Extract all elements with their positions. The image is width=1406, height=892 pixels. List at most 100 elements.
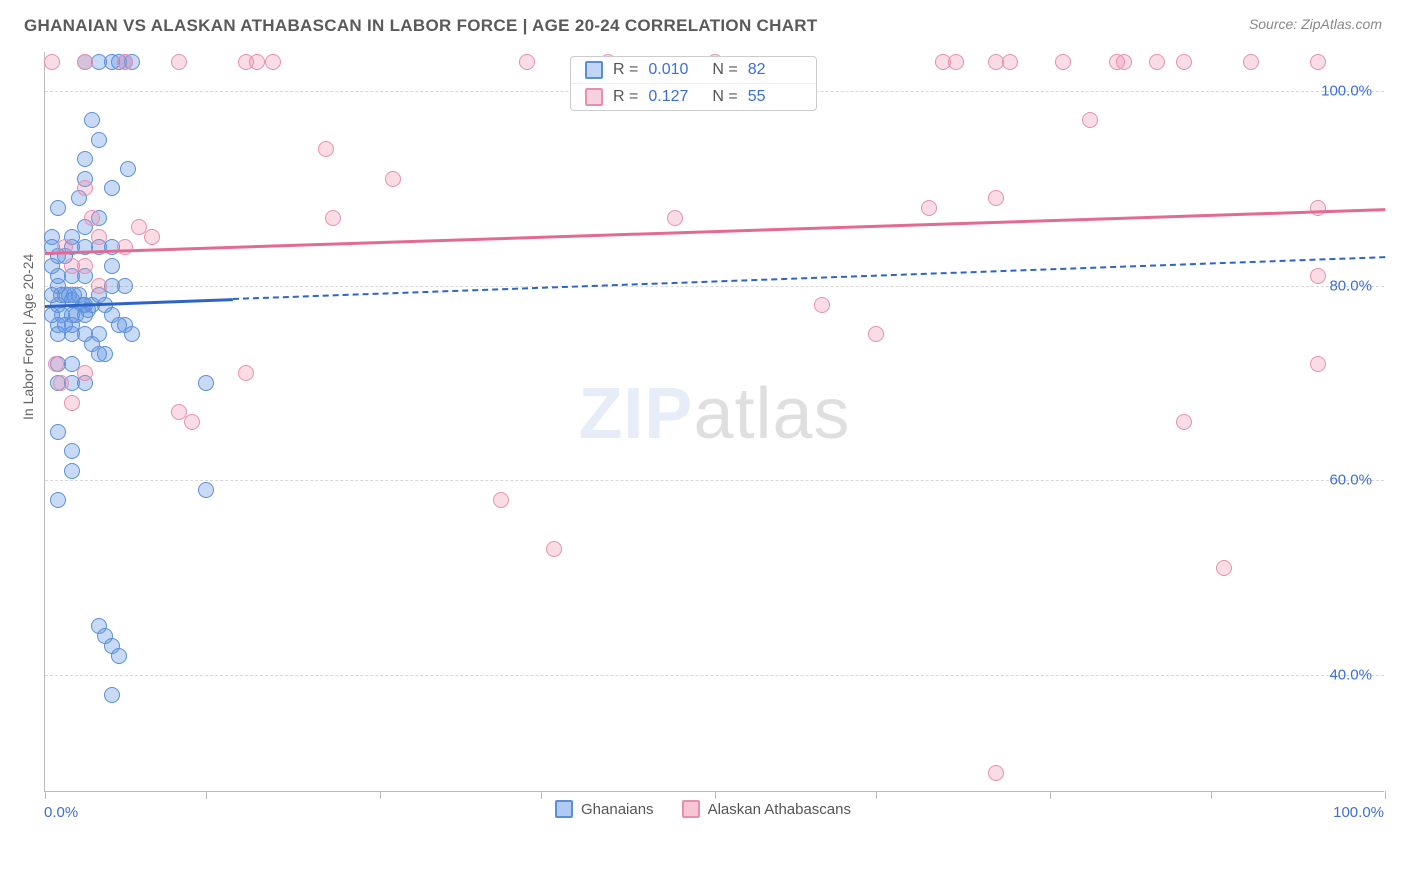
x-tick bbox=[380, 791, 381, 799]
data-point bbox=[171, 54, 187, 70]
data-point bbox=[111, 648, 127, 664]
data-point bbox=[868, 326, 884, 342]
data-point bbox=[44, 54, 60, 70]
data-point bbox=[84, 112, 100, 128]
data-point bbox=[318, 141, 334, 157]
x-tick bbox=[45, 791, 46, 799]
y-tick-label: 100.0% bbox=[1321, 82, 1372, 99]
data-point bbox=[64, 463, 80, 479]
data-point bbox=[44, 258, 60, 274]
data-point bbox=[1082, 112, 1098, 128]
swatch-icon bbox=[555, 800, 573, 818]
swatch-icon bbox=[682, 800, 700, 818]
trend-line bbox=[45, 208, 1385, 255]
data-point bbox=[385, 171, 401, 187]
data-point bbox=[131, 219, 147, 235]
data-point bbox=[117, 278, 133, 294]
data-point bbox=[104, 258, 120, 274]
data-point bbox=[1310, 268, 1326, 284]
y-tick-label: 80.0% bbox=[1329, 277, 1372, 294]
data-point bbox=[104, 180, 120, 196]
watermark: ZIPatlas bbox=[578, 372, 850, 454]
y-tick-label: 40.0% bbox=[1329, 667, 1372, 684]
data-point bbox=[1176, 414, 1192, 430]
chart-title: GHANAIAN VS ALASKAN ATHABASCAN IN LABOR … bbox=[24, 16, 818, 36]
legend-row-ghanaians: R = 0.010 N = 82 bbox=[571, 57, 816, 83]
swatch-ghanaians bbox=[585, 61, 603, 79]
data-point bbox=[184, 414, 200, 430]
data-point bbox=[50, 424, 66, 440]
data-point bbox=[91, 278, 107, 294]
data-point bbox=[97, 346, 113, 362]
data-point bbox=[1176, 54, 1192, 70]
data-point bbox=[77, 180, 93, 196]
data-point bbox=[265, 54, 281, 70]
x-tick bbox=[206, 791, 207, 799]
scatter-chart: ZIPatlas 40.0% 60.0% 80.0% 100.0% bbox=[44, 52, 1384, 792]
trend-line bbox=[233, 256, 1385, 300]
data-point bbox=[77, 365, 93, 381]
legend-item-athabascans: Alaskan Athabascans bbox=[682, 800, 851, 818]
series-legend: Ghanaians Alaskan Athabascans bbox=[0, 800, 1406, 818]
data-point bbox=[1310, 356, 1326, 372]
correlation-legend: R = 0.010 N = 82 R = 0.127 N = 55 bbox=[570, 56, 817, 111]
data-point bbox=[44, 287, 60, 303]
data-point bbox=[493, 492, 509, 508]
gridline bbox=[45, 675, 1384, 676]
data-point bbox=[988, 190, 1004, 206]
x-tick bbox=[541, 791, 542, 799]
data-point bbox=[238, 365, 254, 381]
data-point bbox=[1216, 560, 1232, 576]
x-tick bbox=[1050, 791, 1051, 799]
data-point bbox=[117, 54, 133, 70]
data-point bbox=[1310, 54, 1326, 70]
legend-row-athabascans: R = 0.127 N = 55 bbox=[571, 83, 816, 110]
gridline bbox=[45, 480, 1384, 481]
data-point bbox=[84, 210, 100, 226]
data-point bbox=[53, 375, 69, 391]
data-point bbox=[124, 326, 140, 342]
data-point bbox=[77, 151, 93, 167]
y-tick-label: 60.0% bbox=[1329, 472, 1372, 489]
data-point bbox=[198, 375, 214, 391]
data-point bbox=[104, 687, 120, 703]
data-point bbox=[198, 482, 214, 498]
data-point bbox=[519, 54, 535, 70]
data-point bbox=[50, 200, 66, 216]
x-tick bbox=[1211, 791, 1212, 799]
gridline bbox=[45, 286, 1384, 287]
data-point bbox=[1243, 54, 1259, 70]
data-point bbox=[77, 307, 93, 323]
source-attribution: Source: ZipAtlas.com bbox=[1249, 16, 1382, 32]
data-point bbox=[44, 307, 60, 323]
y-axis-label: In Labor Force | Age 20-24 bbox=[20, 254, 36, 420]
data-point bbox=[921, 200, 937, 216]
data-point bbox=[144, 229, 160, 245]
data-point bbox=[814, 297, 830, 313]
data-point bbox=[120, 161, 136, 177]
x-tick bbox=[1385, 791, 1386, 799]
data-point bbox=[988, 765, 1004, 781]
data-point bbox=[1116, 54, 1132, 70]
data-point bbox=[64, 395, 80, 411]
swatch-athabascans bbox=[585, 88, 603, 106]
data-point bbox=[546, 541, 562, 557]
data-point bbox=[249, 54, 265, 70]
data-point bbox=[50, 492, 66, 508]
chart-header: GHANAIAN VS ALASKAN ATHABASCAN IN LABOR … bbox=[0, 0, 1406, 44]
x-tick bbox=[876, 791, 877, 799]
data-point bbox=[667, 210, 683, 226]
data-point bbox=[64, 443, 80, 459]
data-point bbox=[1149, 54, 1165, 70]
data-point bbox=[77, 258, 93, 274]
data-point bbox=[111, 317, 127, 333]
x-tick bbox=[715, 791, 716, 799]
data-point bbox=[1055, 54, 1071, 70]
data-point bbox=[948, 54, 964, 70]
legend-item-ghanaians: Ghanaians bbox=[555, 800, 654, 818]
data-point bbox=[1002, 54, 1018, 70]
data-point bbox=[48, 356, 64, 372]
data-point bbox=[77, 54, 93, 70]
data-point bbox=[325, 210, 341, 226]
data-point bbox=[91, 229, 107, 245]
